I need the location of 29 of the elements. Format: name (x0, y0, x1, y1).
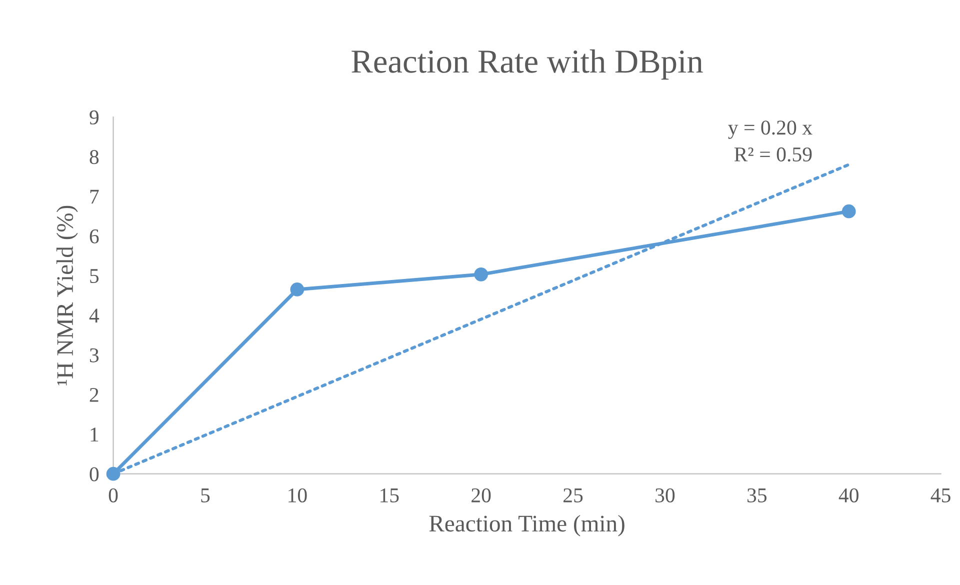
point (106, 466, 120, 481)
point (474, 267, 488, 282)
x-axis-title: Reaction Time (min) (429, 514, 624, 536)
x-tick-label: 25 (564, 488, 583, 502)
point (842, 204, 856, 218)
x-tick-label: 10 (288, 488, 307, 502)
x-tick-label: 0 (108, 488, 118, 502)
y-tick-label: 6 (90, 229, 99, 244)
y-tick-label: 1 (90, 428, 98, 442)
annotation: R² = 0.59 (734, 147, 812, 162)
y-tick-label: 0 (90, 467, 99, 482)
y-axis-title: ¹H NMR Yield (%) (56, 206, 78, 386)
y-tick-label: 9 (90, 110, 99, 124)
x-tick-label: 40 (838, 488, 858, 502)
x-tick-label: 45 (930, 488, 950, 502)
chart-title: Reaction Rate with DBpin (352, 49, 703, 80)
y-tick-label: 8 (90, 150, 99, 164)
y-tick-label: 5 (90, 269, 99, 284)
annotation: y = 0.20 x (728, 120, 812, 139)
y-tick-label: 7 (90, 190, 99, 204)
x-tick-label: 30 (656, 488, 675, 502)
y-tick-label: 2 (90, 388, 98, 402)
y-tick-label: 4 (89, 308, 100, 322)
point (290, 282, 304, 296)
x-tick-label: 5 (201, 488, 210, 502)
x-tick-label: 15 (380, 488, 399, 502)
x-tick-label: 35 (747, 488, 767, 502)
x-tick-label: 20 (472, 488, 491, 502)
y-tick-label: 3 (90, 348, 99, 362)
